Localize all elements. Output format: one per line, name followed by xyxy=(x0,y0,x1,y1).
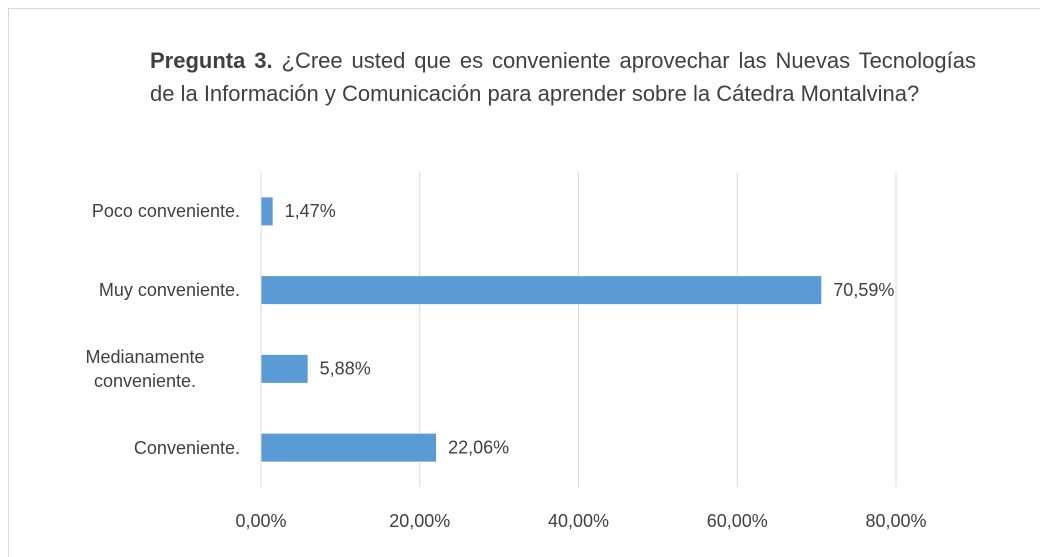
x-tick-label: 20,00% xyxy=(389,511,450,531)
bar xyxy=(261,276,822,305)
value-label: 22,06% xyxy=(448,437,509,457)
bar xyxy=(261,197,273,226)
x-tick-label: 80,00% xyxy=(865,511,926,531)
category-text: Poco conveniente. xyxy=(91,201,240,222)
y-tick-label: Poco conveniente. xyxy=(40,171,240,251)
category-text: Medianamente conveniente. xyxy=(85,346,205,391)
category-text: Conveniente. xyxy=(133,437,240,458)
value-label: 5,88% xyxy=(320,359,371,379)
value-label: 1,47% xyxy=(285,201,336,221)
value-label: 70,59% xyxy=(833,280,894,300)
y-tick-label: Muy conveniente. xyxy=(40,250,240,330)
chart-frame xyxy=(8,8,1040,557)
y-tick-label: Conveniente. xyxy=(40,408,240,488)
category-text: Muy conveniente. xyxy=(98,280,240,301)
bar xyxy=(261,433,437,462)
x-tick-label: 0,00% xyxy=(235,511,286,531)
y-tick-label: Medianamente conveniente. xyxy=(40,329,240,409)
title-bold: Pregunta 3. xyxy=(150,48,273,73)
title-text: ¿Cree usted que es conveniente aprovecha… xyxy=(150,48,976,106)
x-tick-label: 40,00% xyxy=(548,511,609,531)
chart-title: Pregunta 3. ¿Cree usted que es convenien… xyxy=(150,44,976,110)
bar xyxy=(261,354,308,383)
x-tick-label: 60,00% xyxy=(707,511,768,531)
